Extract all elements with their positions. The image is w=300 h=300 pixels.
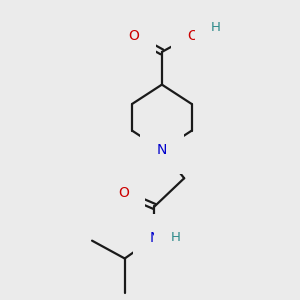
Text: N: N <box>157 143 167 157</box>
Text: N: N <box>149 231 160 245</box>
Text: O: O <box>188 29 199 44</box>
Text: H: H <box>211 21 220 34</box>
Text: O: O <box>128 29 139 44</box>
Text: O: O <box>118 186 129 200</box>
Text: H: H <box>170 231 180 244</box>
